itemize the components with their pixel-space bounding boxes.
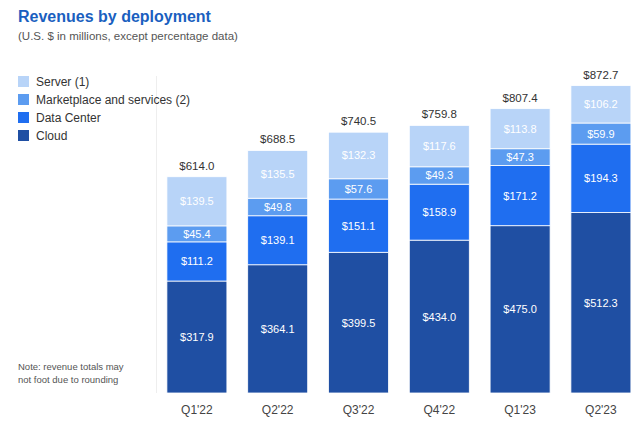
total-label: $740.5 [341,115,376,127]
data-label: $364.1 [261,323,295,335]
bar-segment [248,265,308,393]
data-label: $139.5 [180,195,214,207]
x-tick-label: Q2'22 [262,403,294,417]
bar-segment [490,109,550,149]
legend-label: Cloud [36,129,67,143]
x-tick-label: Q4'22 [423,403,455,417]
bar-segment [248,198,308,216]
x-tick-label: Q3'22 [343,403,375,417]
bar-segment [329,179,389,199]
data-label: $45.4 [183,228,211,240]
data-labels: $317.9 $111.2 $45.4 $139.5 $614.0 $364.1 $139.… [179,69,618,343]
bar-segment [167,281,227,393]
bar-segment [329,199,389,252]
note-line: Note: revenue totals may [18,361,124,372]
note-line: not foot due to rounding [18,374,118,385]
data-label: $194.3 [584,172,618,184]
total-mark [519,108,521,109]
total-label: $872.7 [583,69,618,81]
bar-segment [409,240,469,393]
total-mark [438,125,440,126]
note: Note: revenue totals may not foot due to … [18,361,124,385]
legend-swatch [18,130,29,141]
x-tick-label: Q1'23 [504,403,536,417]
bar-segment [571,213,631,393]
bar-segment [490,226,550,393]
chart: Revenues by deployment (U.S. $ in million… [0,0,640,424]
bar-segment [248,150,308,198]
total-mark [600,85,602,86]
data-label: $47.3 [506,151,534,163]
bar-segment [490,165,550,225]
data-label: $151.1 [342,220,376,232]
legend-label: Data Center [36,111,101,125]
bar-segment [167,177,227,226]
bar-segment [167,242,227,281]
bar-segment [329,132,389,179]
data-label: $57.6 [345,183,373,195]
bar-segment [571,144,631,212]
bar-segment [571,86,631,123]
legend-label: Marketplace and services (2) [36,93,190,107]
legend: Server (1) Marketplace and services (2) Da… [18,75,190,143]
data-label: $111.2 [181,255,213,267]
total-mark [277,150,279,151]
legend-swatch [18,112,29,123]
data-label: $158.9 [422,206,456,218]
data-label: $317.9 [180,331,214,343]
data-label: $135.5 [261,168,295,180]
total-label: $759.8 [422,108,457,120]
bar-segment [329,252,389,393]
data-label: $49.3 [426,169,454,181]
y-axis-line [156,76,157,393]
total-mark [358,132,360,133]
subtitle: (U.S. $ in millions, except percentage d… [18,30,238,42]
data-label: $171.2 [503,190,537,202]
data-label: $59.9 [587,128,615,140]
bars [167,86,631,393]
data-label: $512.3 [584,297,618,309]
data-label: $475.0 [503,303,537,315]
data-label: $434.0 [422,311,456,323]
legend-swatch [18,76,29,87]
bar-segment [167,226,227,242]
title: Revenues by deployment [18,8,212,25]
data-label: $113.8 [504,123,537,135]
bar-segment [490,149,550,166]
total-mark [196,176,198,177]
data-label: $132.3 [342,149,376,161]
bar-segment [409,184,469,240]
total-label: $807.4 [503,92,539,104]
legend-label: Server (1) [36,75,89,89]
x-tick-label: Q2'23 [585,403,617,417]
total-label: $614.0 [179,160,214,172]
bar-segment [409,167,469,184]
x-tick-label: Q1'22 [181,403,213,417]
total-label: $688.5 [260,133,295,145]
data-label: $139.1 [261,234,295,246]
bar-segment [409,125,469,166]
data-label: $399.5 [342,317,376,329]
data-label: $106.2 [584,98,618,110]
data-label: $49.8 [264,201,292,213]
legend-swatch [18,94,29,105]
bar-segment [248,216,308,265]
bar-segment [571,123,631,144]
data-label: $117.6 [423,140,456,152]
